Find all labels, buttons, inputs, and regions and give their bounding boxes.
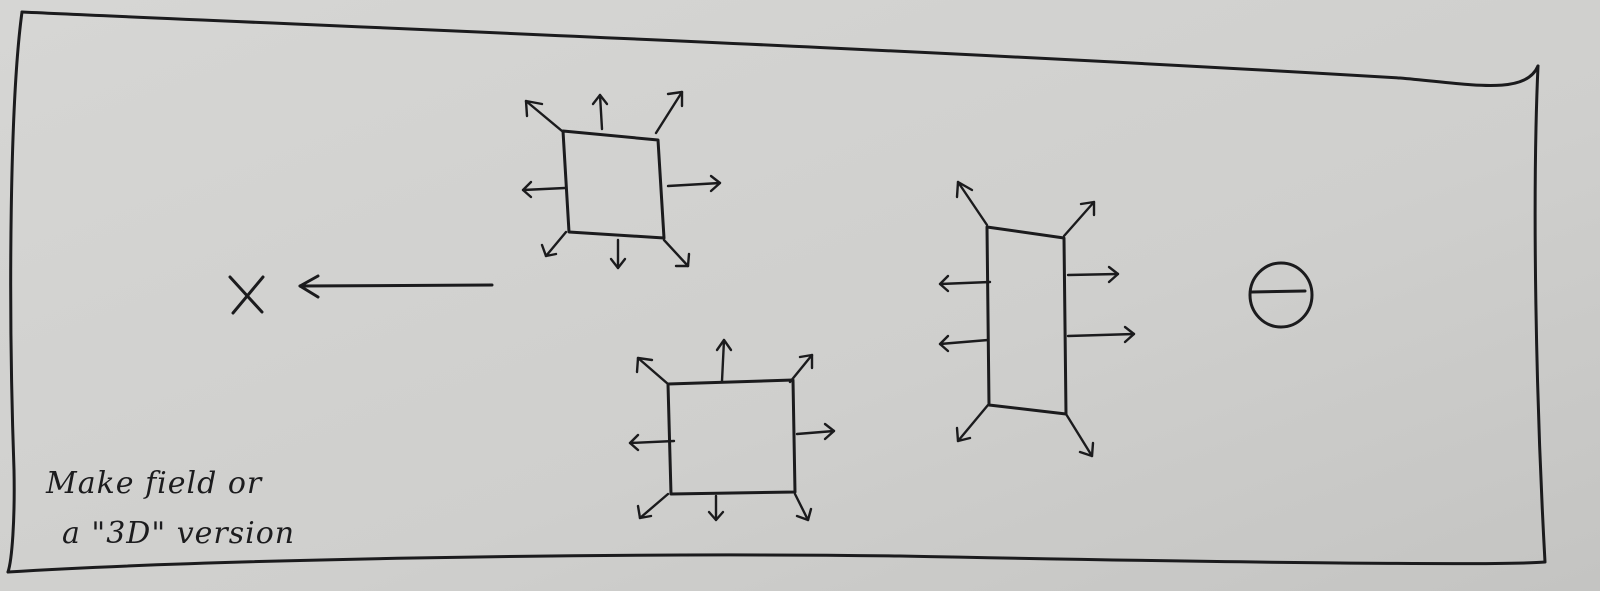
resizable-square-top[interactable] bbox=[521, 90, 722, 270]
annotation-line-2: a "3D" version bbox=[62, 516, 296, 551]
resizable-square-bottom[interactable] bbox=[628, 338, 836, 522]
resize-handle-arrows[interactable] bbox=[521, 90, 722, 270]
screen-frame bbox=[6, 10, 1547, 574]
square-outline bbox=[666, 378, 797, 496]
close-x-icon[interactable] bbox=[228, 275, 265, 315]
square-outline bbox=[561, 129, 666, 240]
minus-circle-icon[interactable] bbox=[1248, 261, 1314, 329]
resizable-rectangle-tall[interactable] bbox=[938, 180, 1136, 458]
annotation-line-1: Make field or bbox=[46, 466, 263, 501]
resize-handle-arrows[interactable] bbox=[938, 180, 1136, 458]
arrow-left-icon bbox=[298, 274, 494, 299]
resize-handle-arrows[interactable] bbox=[628, 338, 836, 522]
